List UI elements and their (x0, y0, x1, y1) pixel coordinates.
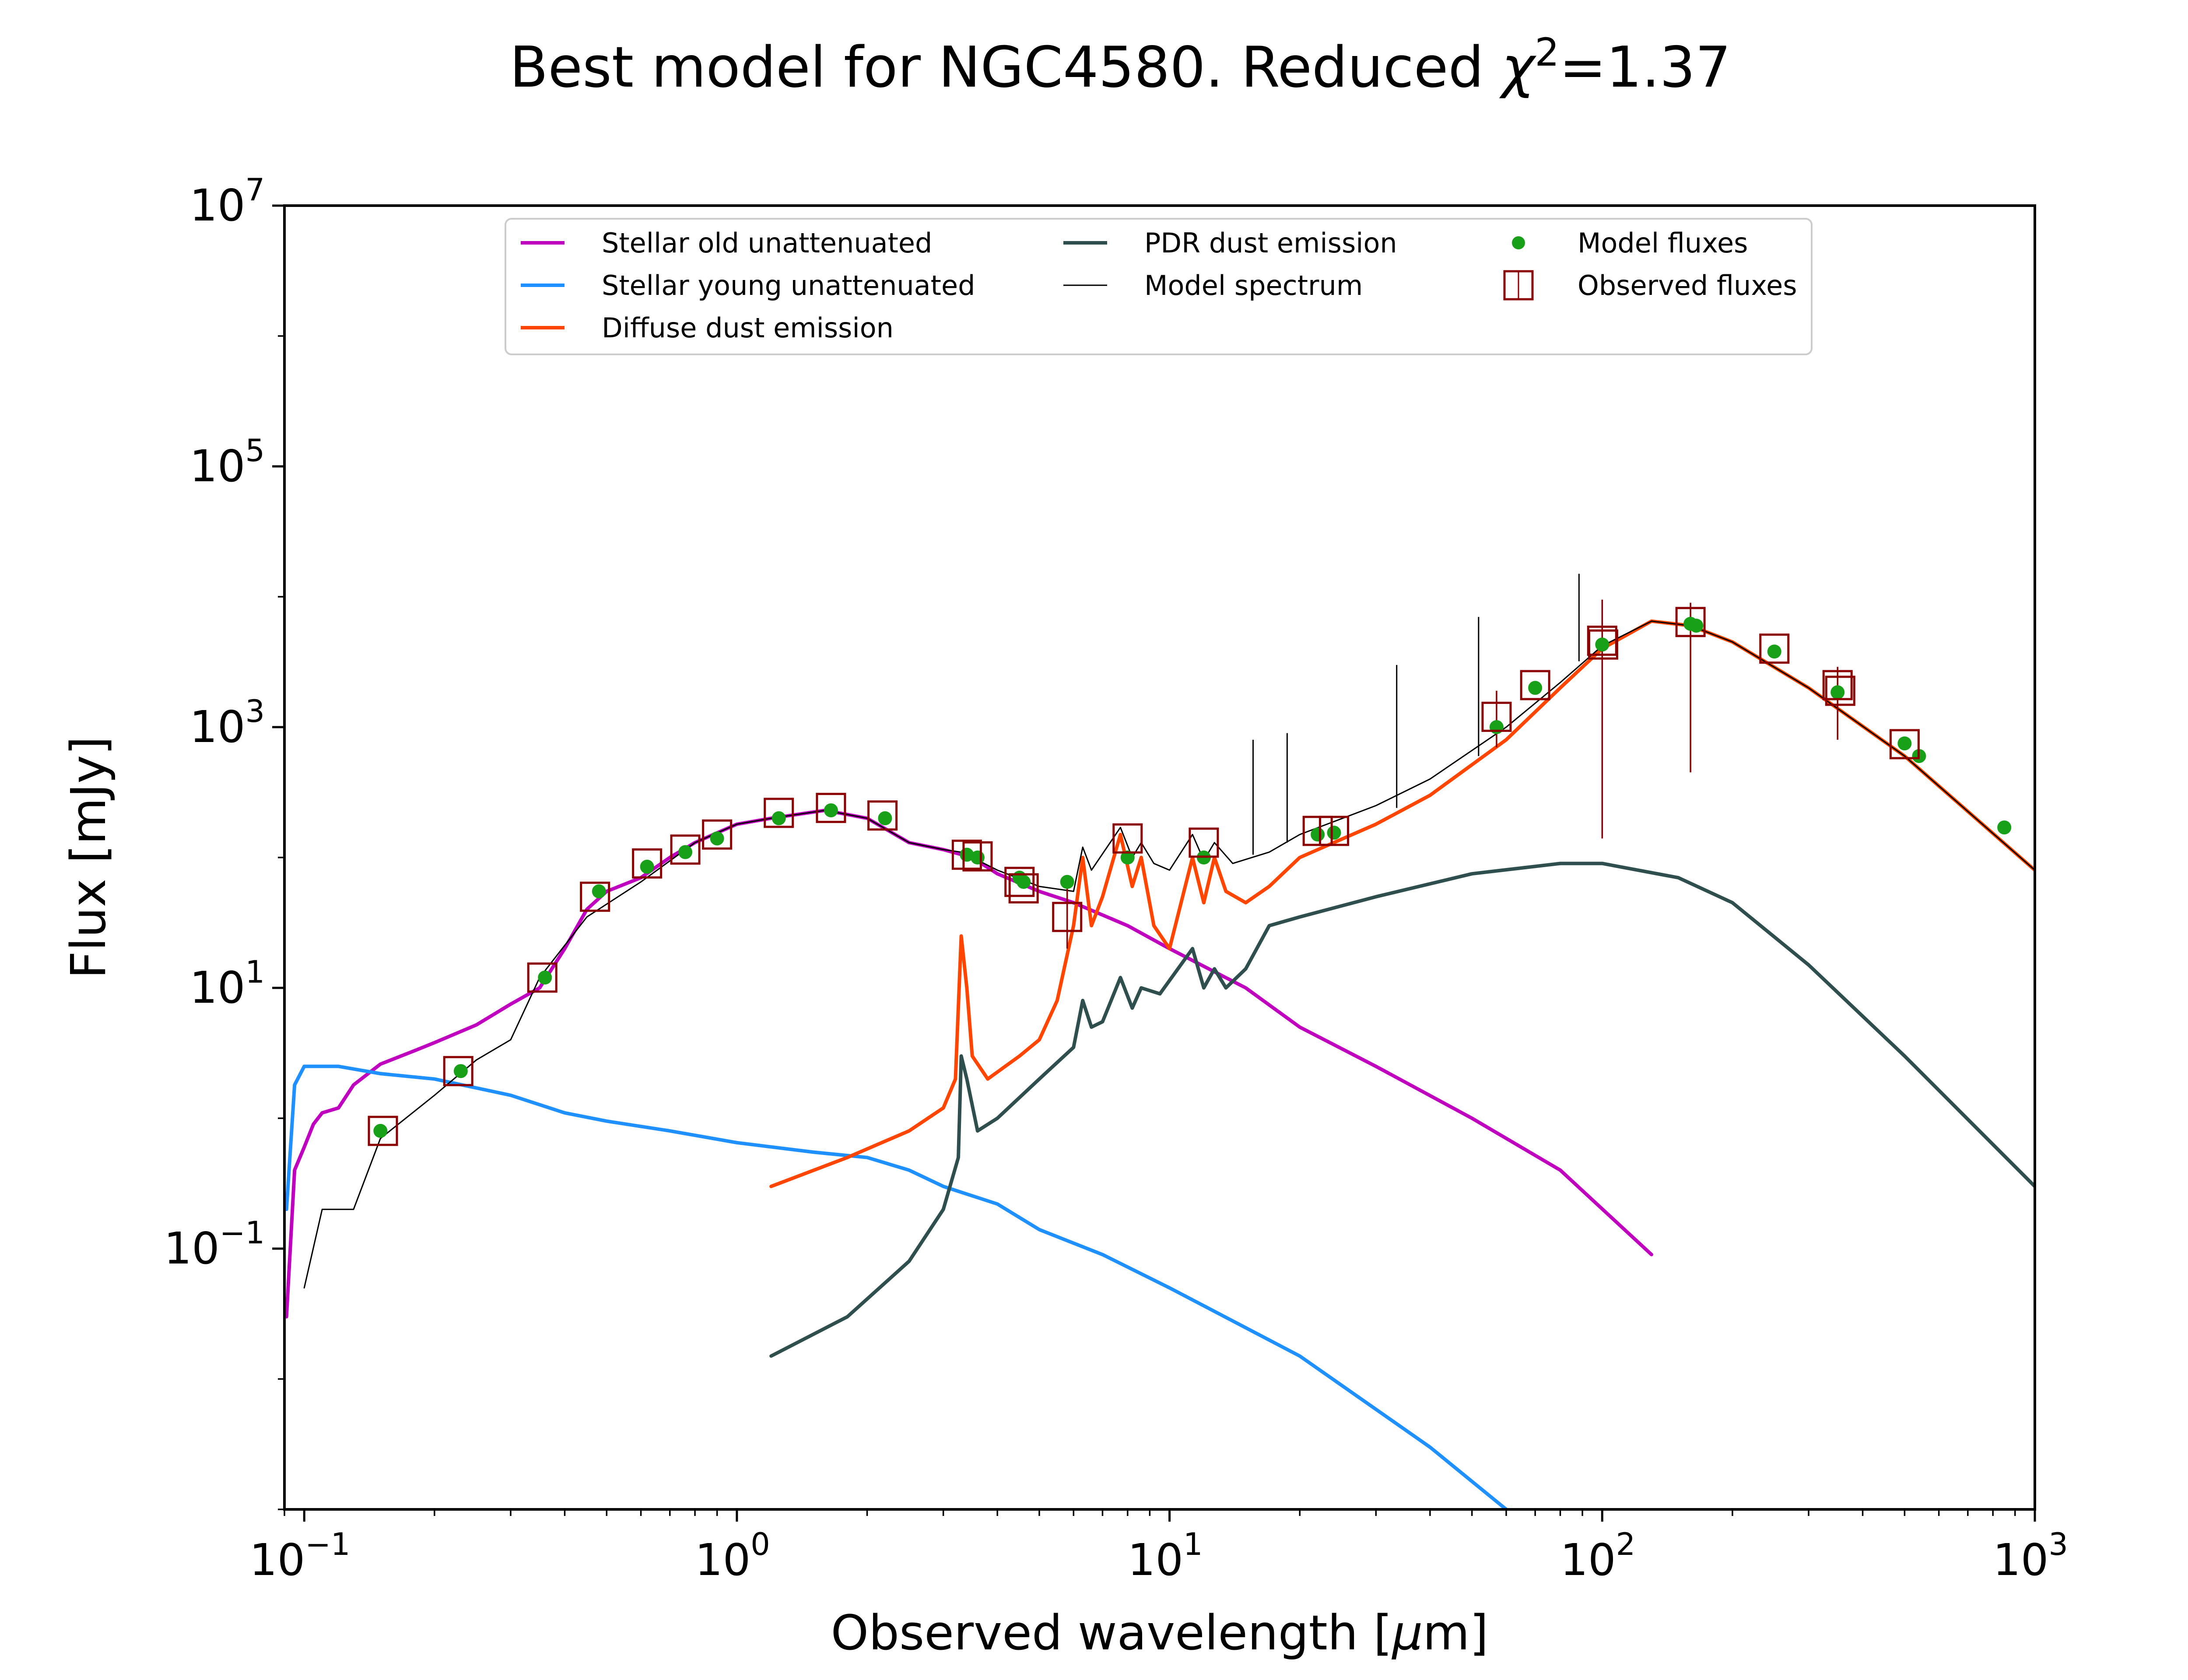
y-tick-label: 107 (189, 172, 265, 231)
observed-flux-point (962, 841, 993, 872)
legend-swatch (1512, 236, 1525, 249)
observed-flux-point (1112, 823, 1143, 854)
chart-title-chi-symbol: χ (1499, 35, 1536, 100)
legend-label: Stellar young unattenuated (602, 270, 975, 301)
legend-item-model-fluxes: Model fluxes (1512, 227, 1748, 259)
model-flux-point (1689, 619, 1704, 633)
x-tick-label: 100 (695, 1526, 770, 1586)
legend-label: PDR dust emission (1144, 227, 1397, 259)
x-axis-label: Observed wavelength [μm] (831, 1605, 1489, 1661)
observed-flux-point (1759, 634, 1790, 664)
x-tick-label: 101 (1128, 1526, 1203, 1586)
model-flux-point (1897, 736, 1912, 751)
model-flux-point (1060, 875, 1074, 889)
observed-flux-point (1052, 902, 1083, 932)
x-axis-ticks: 10−1 100 101 102 103 (249, 1509, 2068, 1586)
observed-flux-point (368, 1116, 398, 1146)
observed-flux-point (1822, 670, 1853, 700)
observed-flux-point (670, 834, 701, 865)
model-flux-point (1767, 644, 1781, 659)
model-flux-point (1120, 850, 1135, 864)
legend-label: Model spectrum (1144, 270, 1363, 301)
model-flux-point (373, 1124, 388, 1138)
legend-label: Diffuse dust emission (602, 312, 894, 344)
y-tick-label: 103 (189, 693, 265, 752)
observed-flux-point (1889, 729, 1920, 760)
observed-flux-point (1825, 676, 1855, 706)
y-tick-label: 105 (189, 433, 265, 492)
chart-title: Best model for NGC4580. Reduced χ2=1.37 (510, 30, 1731, 100)
observed-flux-point (632, 848, 663, 879)
error-bar-layer (1066, 599, 1838, 949)
observed-flux-point (1302, 816, 1333, 846)
observed-flux-point (1675, 607, 1706, 637)
model-flux-point (592, 884, 606, 899)
series-line-diffuse-dust-emission (769, 619, 2035, 1188)
legend-item-pdr-dust-emission: PDR dust emission (1063, 227, 1397, 259)
model-flux-point (970, 850, 985, 864)
chart-title-text: Best model for NGC4580. Reduced (510, 35, 1502, 100)
series-layer (284, 574, 2035, 1509)
model-flux-point (824, 803, 838, 818)
legend-item-stellar-old-unattenuated: Stellar old unattenuated (521, 227, 932, 259)
observed-flux-point (443, 1056, 473, 1086)
legend-item-model-spectrum: Model spectrum (1063, 270, 1363, 301)
model-flux-point (538, 970, 552, 985)
series-line-stellar-young-unattenuated (284, 1064, 1508, 1509)
chart-title-value: =1.37 (1559, 35, 1731, 100)
legend-label: Model fluxes (1578, 227, 1748, 259)
y-tick-label: 101 (189, 954, 265, 1013)
model-flux-point (678, 845, 693, 859)
observed-flux-point (867, 800, 898, 831)
observed-flux-point (1481, 701, 1512, 732)
legend: Stellar old unattenuated Stellar young un… (505, 218, 1813, 355)
observed-flux-point (1588, 629, 1618, 660)
x-tick-label: 10−1 (249, 1526, 350, 1586)
x-tick-label: 102 (1560, 1526, 1635, 1586)
observed-flux-point (1520, 670, 1550, 700)
model-flux-point (771, 811, 786, 826)
model-flux-point (710, 831, 724, 846)
x-axis-label-mu: μ (1391, 1605, 1423, 1661)
observed-flux-point (1319, 816, 1350, 846)
series-line-pdr-dust-emission (769, 861, 2035, 1358)
model-flux-point (1528, 681, 1543, 695)
model-flux-point (1830, 685, 1845, 700)
model-flux-point (1595, 637, 1609, 652)
legend-items: Stellar old unattenuated Stellar young un… (521, 227, 1797, 344)
x-axis-label-text: Observed wavelength [ (831, 1605, 1392, 1661)
y-axis-ticks: 10−1 101 103 105 107 (164, 172, 284, 1510)
chart-title-chi-exponent: 2 (1535, 30, 1559, 75)
x-tick-label: 103 (1993, 1526, 2068, 1586)
model-flux-point (1489, 720, 1504, 734)
legend-item-diffuse-dust-emission: Diffuse dust emission (521, 312, 894, 344)
observed-flux-point (1008, 873, 1039, 903)
legend-item-stellar-young-unattenuated: Stellar young unattenuated (521, 270, 975, 301)
model-flux-point (1311, 827, 1325, 842)
observed-flux-point (580, 882, 610, 912)
observed-flux-point (764, 798, 794, 828)
y-axis-label: Flux [mJy] (60, 736, 116, 979)
model-flux-point (1327, 826, 1341, 840)
model-flux-point (1997, 820, 2012, 835)
observed-flux-point (527, 962, 558, 993)
model-flux-point (1017, 875, 1031, 889)
y-tick-label: 10−1 (164, 1215, 265, 1274)
observed-flux-point (816, 793, 846, 823)
model-flux-point (640, 860, 654, 874)
observed-flux-layer (368, 607, 1920, 1146)
model-flux-point (453, 1064, 468, 1078)
observed-flux-point (1189, 827, 1219, 858)
x-axis-label-unit: m] (1423, 1605, 1488, 1661)
observed-flux-point (951, 840, 982, 870)
observed-flux-point (702, 819, 733, 850)
series-line-model-spectrum (303, 620, 2035, 1289)
observed-flux-point (1004, 867, 1035, 897)
legend-label: Stellar old unattenuated (602, 227, 932, 259)
legend-box (505, 218, 1813, 355)
legend-label: Observed fluxes (1578, 270, 1797, 301)
model-flux-point (878, 811, 892, 826)
legend-item-observed-fluxes: Observed fluxes (1503, 270, 1797, 301)
